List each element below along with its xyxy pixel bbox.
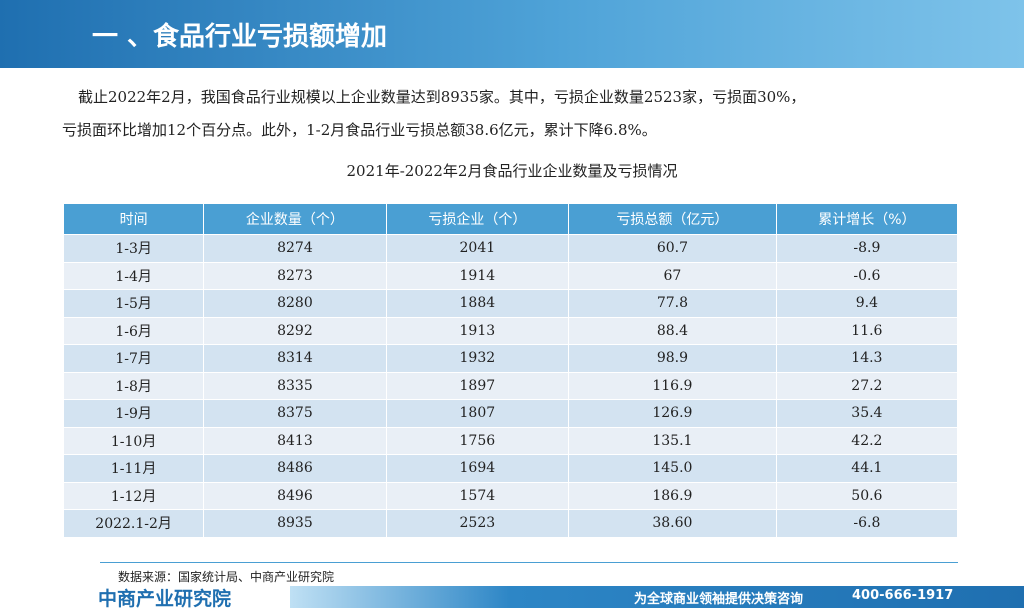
table-cell: 1-3月 (62, 234, 205, 263)
table-row: 1-7月 8314 1932 98.9 14.3 (62, 344, 959, 373)
column-header: 时间 (62, 203, 205, 235)
table-row: 1-5月 8280 1884 77.8 9.4 (62, 289, 959, 318)
table-cell: 1897 (385, 371, 570, 400)
table-cell: 1694 (385, 454, 570, 483)
table-row: 1-10月 8413 1756 135.1 42.2 (62, 426, 959, 455)
table-cell: 2041 (385, 234, 570, 263)
table-cell: 1884 (385, 289, 570, 318)
table-cell: 67 (568, 261, 777, 290)
table-cell: 1914 (385, 261, 570, 290)
table-cell: 116.9 (568, 371, 777, 400)
table-row: 1-11月 8486 1694 145.0 44.1 (62, 454, 959, 483)
table-cell: 1-9月 (62, 399, 205, 428)
table-cell: 42.2 (775, 426, 959, 455)
table-cell: 1932 (385, 344, 570, 373)
table-row: 1-9月 8375 1807 126.9 35.4 (62, 399, 959, 428)
table-cell: 2022.1-2月 (62, 509, 205, 538)
source: 数据来源：国家统计局、中商产业研究院 (118, 570, 335, 584)
table-cell: 11.6 (775, 316, 959, 345)
table-row: 1-4月 8273 1914 67 -0.6 (62, 261, 959, 290)
table-cell: 35.4 (775, 399, 959, 428)
divider (100, 562, 958, 563)
header-title: 一 、食品行业亏损额增加 (92, 22, 388, 52)
intro-line: 截止2022年2月，我国食品行业规模以上企业数量达到8935家。其中，亏损企业数… (78, 88, 806, 106)
header-bar: 一 、食品行业亏损额增加 (0, 0, 1024, 68)
column-header: 累计增长（%） (775, 203, 959, 235)
table-cell: 145.0 (568, 454, 777, 483)
phone: 400-666-1917 (852, 588, 954, 603)
table-cell: 88.4 (568, 316, 777, 345)
table-cell: 1-5月 (62, 289, 205, 318)
table-cell: 1807 (385, 399, 570, 428)
table-cell: 1-6月 (62, 316, 205, 345)
column-header: 企业数量（个） (203, 203, 387, 235)
table-row: 2022.1-2月 8935 2523 38.60 -6.8 (62, 509, 959, 538)
data-table: 时间 企业数量（个） 亏损企业（个） 亏损总额（亿元） 累计增长（%） 1-3月 8274 2… (62, 203, 959, 538)
column-header: 亏损总额（亿元） (568, 203, 777, 235)
table-cell: -0.6 (775, 261, 959, 290)
table-cell: 126.9 (568, 399, 777, 428)
column-header: 亏损企业（个） (385, 203, 570, 235)
table-title: 2021年-2022年2月食品行业企业数量及亏损情况 (346, 162, 678, 180)
table-row: 1-3月 8274 2041 60.7 -8.9 (62, 234, 959, 263)
table-cell: 8292 (203, 316, 387, 345)
table-cell: 8273 (203, 261, 387, 290)
table-cell: 8335 (203, 371, 387, 400)
table-cell: 14.3 (775, 344, 959, 373)
table-cell: -8.9 (775, 234, 959, 263)
table-row: 1-12月 8496 1574 186.9 50.6 (62, 481, 959, 510)
table-cell: 1-10月 (62, 426, 205, 455)
table-cell: 1-4月 (62, 261, 205, 290)
table-cell: 27.2 (775, 371, 959, 400)
table-cell: 8375 (203, 399, 387, 428)
slogan: 为全球商业领袖提供决策咨询 (634, 592, 804, 607)
table-cell: 8496 (203, 481, 387, 510)
footer-bar (290, 586, 1024, 608)
table-cell: 50.6 (775, 481, 959, 510)
table-cell: 8486 (203, 454, 387, 483)
table-cell: 1756 (385, 426, 570, 455)
table-cell: 8274 (203, 234, 387, 263)
table-row: 1-8月 8335 1897 116.9 27.2 (62, 371, 959, 400)
table-cell: 1913 (385, 316, 570, 345)
table-cell: 8935 (203, 509, 387, 538)
table-cell: 1574 (385, 481, 570, 510)
intro-line: 亏损面环比增加12个百分点。此外，1-2月食品行业亏损总额38.6亿元，累计下降… (62, 121, 657, 139)
table-cell: 135.1 (568, 426, 777, 455)
table-cell: 77.8 (568, 289, 777, 318)
table-cell: 44.1 (775, 454, 959, 483)
header-row: 时间 企业数量（个） 亏损企业（个） 亏损总额（亿元） 累计增长（%） (62, 203, 959, 235)
logo: 中商产业研究院 (98, 588, 232, 610)
table-cell: 2523 (385, 509, 570, 538)
table-row: 1-6月 8292 1913 88.4 11.6 (62, 316, 959, 345)
table-cell: 8314 (203, 344, 387, 373)
table-cell: 1-12月 (62, 481, 205, 510)
table-cell: 1-11月 (62, 454, 205, 483)
table-cell: 1-7月 (62, 344, 205, 373)
table-cell: 60.7 (568, 234, 777, 263)
table-cell: 98.9 (568, 344, 777, 373)
table-cell: -6.8 (775, 509, 959, 538)
table-cell: 1-8月 (62, 371, 205, 400)
table-cell: 9.4 (775, 289, 959, 318)
table-cell: 186.9 (568, 481, 777, 510)
table-cell: 38.60 (568, 509, 777, 538)
table-cell: 8413 (203, 426, 387, 455)
table-cell: 8280 (203, 289, 387, 318)
